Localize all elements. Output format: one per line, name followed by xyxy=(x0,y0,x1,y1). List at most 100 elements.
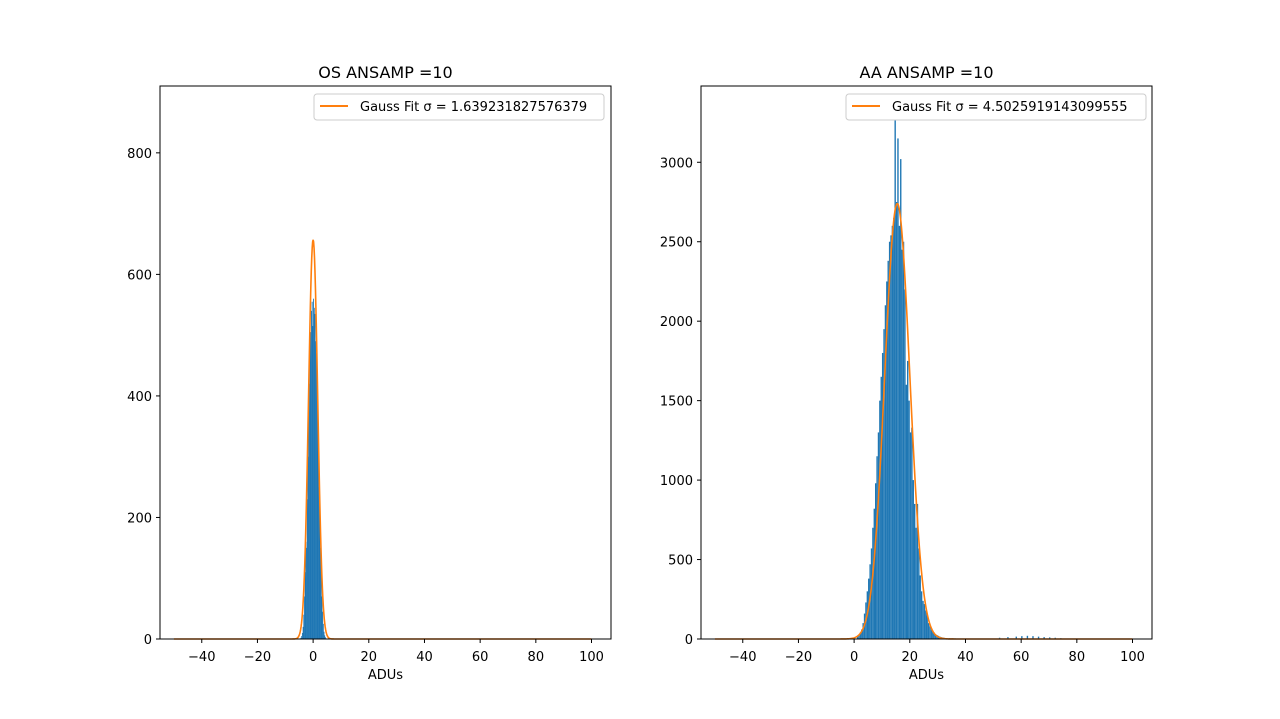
y-tick-label: 400 xyxy=(127,390,152,405)
histogram-bar xyxy=(307,456,309,639)
histogram-bar xyxy=(897,138,899,639)
histogram-bar xyxy=(904,289,906,639)
histogram-bar xyxy=(888,241,891,640)
x-tick-label: 20 xyxy=(361,650,378,665)
y-tick-label: 200 xyxy=(127,511,152,526)
histogram-bar xyxy=(300,637,302,639)
histogram-bar xyxy=(883,329,885,639)
histogram-bar xyxy=(311,310,312,639)
histogram-bar xyxy=(926,615,928,639)
x-tick-label: 100 xyxy=(1120,650,1145,665)
histogram-bar xyxy=(315,353,317,639)
histogram-bar xyxy=(1043,637,1045,639)
x-tick-label: 0 xyxy=(850,650,858,665)
histogram-bar xyxy=(886,281,888,639)
histogram-bar xyxy=(856,636,859,639)
histogram-bar xyxy=(908,400,910,639)
legend-box xyxy=(845,93,1147,121)
histogram-bar xyxy=(890,235,892,639)
histogram-bar xyxy=(902,241,905,640)
x-tick-label: 40 xyxy=(416,650,433,665)
x-tick-label: 60 xyxy=(472,650,489,665)
histogram-bar xyxy=(870,548,873,639)
histogram-bar xyxy=(315,341,317,639)
histogram-bar xyxy=(311,301,313,639)
y-tick-label: 500 xyxy=(668,554,693,569)
y-tick-label: 3000 xyxy=(660,156,693,171)
y-tick-label: 1500 xyxy=(660,395,693,410)
histogram-bar xyxy=(912,480,914,639)
histogram-bar xyxy=(923,604,926,639)
histogram-bar xyxy=(881,352,884,639)
histogram-bar xyxy=(316,377,318,639)
histogram-bar xyxy=(895,202,898,639)
legend: Gauss Fit σ = 1.639231827576379 xyxy=(313,93,605,121)
histogram-bar xyxy=(913,503,916,639)
histogram-bar xyxy=(324,637,326,639)
x-tick-label: 60 xyxy=(1013,650,1030,665)
histogram-bar xyxy=(303,614,305,639)
histogram-bar xyxy=(920,591,923,639)
histogram-bar xyxy=(875,483,877,639)
histogram-bar xyxy=(306,499,308,639)
histogram-bar xyxy=(306,547,308,639)
x-tick-label: 20 xyxy=(902,650,919,665)
histogram-bar xyxy=(879,400,881,639)
y-tick-label: 800 xyxy=(127,147,152,162)
axes-frame xyxy=(700,85,1153,640)
y-tick-label: 1000 xyxy=(660,474,693,489)
plot-title: OS ANSAMP =10 xyxy=(318,63,452,82)
histogram-bar xyxy=(1007,637,1009,639)
histogram-bar xyxy=(877,432,880,639)
x-axis-label: ADUs xyxy=(909,668,944,683)
histogram-bars xyxy=(299,298,327,639)
x-tick-label: 0 xyxy=(309,650,317,665)
histogram-bar xyxy=(862,623,864,639)
histogram-bar xyxy=(880,376,882,639)
axes-frame xyxy=(159,85,612,640)
y-tick-label: 2500 xyxy=(660,236,693,251)
histogram-bar xyxy=(916,503,919,639)
histogram-bar xyxy=(309,335,311,639)
legend: Gauss Fit σ = 4.5025919143099555 xyxy=(845,93,1147,121)
histogram-bar xyxy=(301,632,303,639)
histogram-bar xyxy=(887,260,889,639)
histogram-bar xyxy=(323,631,325,639)
histogram-bar xyxy=(927,623,930,639)
histogram-bar xyxy=(918,548,920,639)
histogram-bars xyxy=(856,114,1073,640)
histogram-bar xyxy=(322,611,324,639)
histogram-bar xyxy=(313,298,315,639)
histogram-bar xyxy=(319,517,321,639)
x-tick-label: −40 xyxy=(729,650,756,665)
histogram-bar xyxy=(891,225,894,639)
histogram-bar xyxy=(317,450,319,639)
histogram-bar xyxy=(925,610,927,639)
y-ticks: 0 500 1000 1500 2000 2500 3000 xyxy=(660,156,701,648)
histogram-bar xyxy=(1021,636,1023,639)
histogram-bar xyxy=(322,623,324,639)
histogram-bar xyxy=(859,632,862,639)
histogram-bar xyxy=(312,326,314,639)
histogram-bar xyxy=(894,114,896,640)
plot-title: AA ANSAMP =10 xyxy=(859,63,993,82)
histogram-bar xyxy=(898,225,901,639)
histogram-bar xyxy=(915,527,917,639)
histogram-bar xyxy=(324,635,326,639)
histogram-bar xyxy=(313,307,315,639)
histogram-bar xyxy=(305,541,307,639)
histogram-bar xyxy=(308,383,310,639)
histogram-bar xyxy=(1026,635,1029,639)
x-axis-label: ADUs xyxy=(368,668,403,683)
histogram-bar xyxy=(905,384,908,639)
histogram-bar xyxy=(919,575,921,639)
histogram-bar xyxy=(320,572,322,639)
x-tick-label: 100 xyxy=(579,650,604,665)
os-histogram-panel: OS ANSAMP =10 −40 −20 0 20 40 60 80 100 0 200 400… xyxy=(127,63,612,683)
histogram-bar xyxy=(873,508,875,639)
histogram-bar xyxy=(320,547,321,639)
histogram-bar xyxy=(1032,636,1034,639)
histogram-bar xyxy=(900,159,902,639)
histogram-bar xyxy=(314,313,316,639)
